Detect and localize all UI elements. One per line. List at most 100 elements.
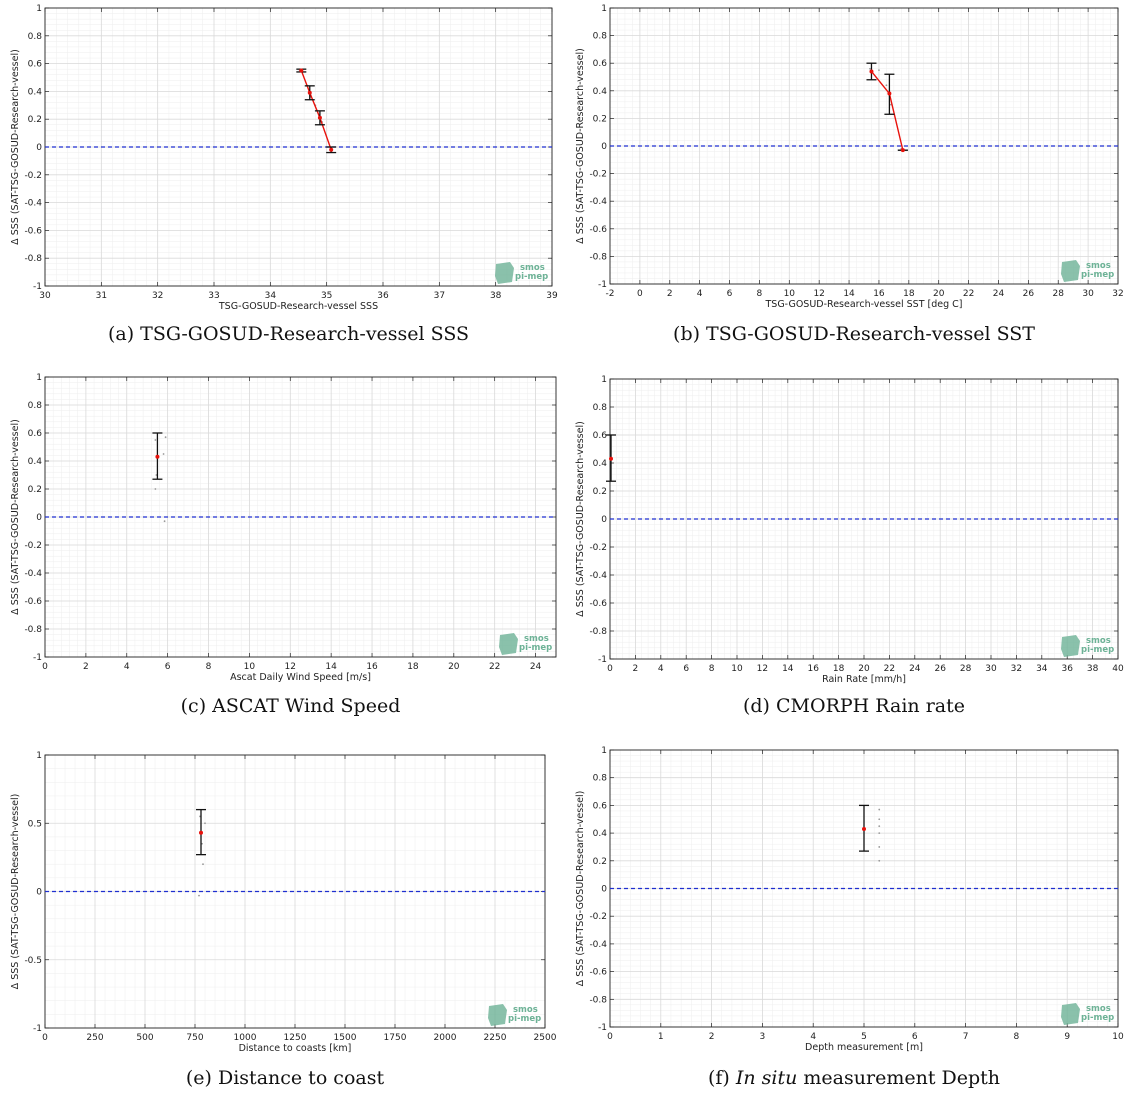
y-tick-label: 0.8 [593, 403, 608, 413]
mean-point [329, 147, 334, 152]
x-tick-label: 6 [912, 1032, 918, 1042]
scatter-point [878, 832, 881, 834]
x-tick-label: 12 [757, 664, 768, 674]
x-tick-label: 26 [1023, 289, 1035, 299]
x-tick-label: 0 [607, 1032, 613, 1042]
logo-globe-icon [488, 1004, 507, 1026]
y-axis-label: Δ SSS (SAT-TSG-GOSUD-Research-vessel) [10, 49, 21, 245]
y-tick-label: 0.5 [28, 819, 42, 829]
x-tick-label: 10 [784, 289, 796, 299]
logo-line2: pi-mep [1081, 1013, 1114, 1023]
x-tick-label: 500 [136, 1033, 153, 1043]
y-tick-label: -0.2 [24, 171, 42, 181]
y-tick-label: 0 [601, 142, 607, 152]
x-tick-label: 5 [861, 1032, 867, 1042]
y-tick-label: -0.4 [589, 940, 607, 950]
x-tick-label: 6 [683, 664, 689, 674]
scatter-point [204, 822, 206, 825]
y-tick-label: 0.4 [593, 87, 608, 97]
x-tick-label: 32 [1112, 289, 1123, 299]
x-tick-label: 30 [1082, 289, 1094, 299]
x-tick-label: 18 [903, 289, 915, 299]
tick-marks [44, 376, 556, 658]
mean-point [299, 68, 304, 73]
y-tick-label: 1 [36, 373, 42, 383]
chart-panel-1: 30 31 32 33 34 35 36 37 38 39 -1 -0.8 -0.6 -0.4 -0.2 0 0… [10, 4, 558, 345]
logo-globe-icon [1061, 635, 1080, 657]
y-tick-label: 0.2 [593, 114, 607, 124]
scatter-point [878, 846, 881, 848]
y-tick-label: -1 [598, 280, 607, 290]
x-tick-label: 14 [325, 662, 337, 672]
x-tick-label: 34 [1036, 664, 1048, 674]
logo-line2: pi-mep [508, 1014, 541, 1024]
y-tick-label: -0.8 [24, 254, 42, 264]
x-tick-label: 1000 [234, 1033, 257, 1043]
x-tick-label: 16 [807, 664, 819, 674]
y-axis-label: Δ SSS (SAT-TSG-GOSUD-Research-vessel) [10, 419, 21, 615]
y-tick-label: -1 [33, 653, 42, 663]
scatter-point [198, 894, 200, 897]
y-tick-label: 0.8 [28, 401, 43, 411]
y-tick-label: -1 [598, 655, 607, 665]
y-tick-label: -0.6 [24, 226, 42, 236]
figure-caption: (b) TSG-GOSUD-Research-vessel SST [673, 323, 1035, 345]
x-tick-label: 2 [667, 289, 673, 299]
mean-line [300, 70, 332, 151]
x-tick-label: 4 [810, 1032, 816, 1042]
y-tick-label: 0.4 [28, 87, 43, 97]
mean-point [317, 115, 322, 120]
scatter-point [885, 84, 888, 87]
x-axis-label: Distance to coasts [km] [239, 1043, 352, 1054]
x-tick-label: 28 [1053, 289, 1065, 299]
y-axis-label: Δ SSS (SAT-TSG-GOSUD-Research-vessel) [575, 421, 586, 617]
logo-line1: smos [524, 634, 549, 644]
x-tick-label: 16 [366, 662, 378, 672]
x-tick-label: 20 [933, 289, 945, 299]
tick-marks [609, 7, 1119, 285]
x-axis-label: Depth measurement [m] [805, 1042, 923, 1053]
scatter-point [163, 520, 166, 523]
x-tick-label: 30 [985, 664, 997, 674]
scatter-point [154, 439, 157, 441]
x-tick-label: 39 [546, 291, 558, 301]
figure-caption: (e) Distance to coast [186, 1067, 385, 1089]
x-tick-label: 2 [709, 1032, 715, 1042]
y-tick-label: 0 [36, 513, 42, 523]
mean-point [155, 454, 160, 459]
x-tick-label: 8 [709, 664, 715, 674]
logo-globe-icon [1061, 1003, 1080, 1025]
x-tick-label: 18 [407, 662, 419, 672]
y-tick-label: -0.4 [24, 569, 42, 579]
y-axis-label: Δ SSS (SAT-TSG-GOSUD-Research-vessel) [575, 791, 586, 987]
x-tick-label: 8 [206, 662, 212, 672]
y-tick-label: -0.6 [589, 968, 607, 978]
x-tick-label: 0 [607, 664, 613, 674]
x-tick-label: 12 [285, 662, 296, 672]
y-tick-label: -0.6 [24, 597, 42, 607]
x-tick-label: 16 [873, 289, 885, 299]
x-tick-label: 22 [963, 289, 974, 299]
y-tick-label: -0.8 [589, 627, 607, 637]
y-tick-label: 0.6 [28, 60, 43, 70]
y-tick-label: 0 [601, 885, 607, 895]
x-tick-label: 10 [244, 662, 256, 672]
y-tick-label: -0.6 [589, 225, 607, 235]
x-tick-label: 38 [1087, 664, 1099, 674]
chart-panel-4: 0 2 4 6 8 10 12 14 16 18 20 22 24 26 28 30 32 34 36 38 40-1-… [575, 375, 1124, 717]
y-tick-label: 0.6 [593, 431, 608, 441]
x-tick-label: 7 [963, 1032, 969, 1042]
x-axis-label: TSG-GOSUD-Research-vessel SSS [218, 301, 378, 312]
x-tick-label: -2 [606, 289, 615, 299]
tick-marks [609, 378, 1119, 660]
x-tick-label: 6 [727, 289, 733, 299]
y-axis-label: Δ SSS (SAT-TSG-GOSUD-Research-vessel) [575, 48, 586, 244]
x-tick-label: 31 [96, 291, 107, 301]
y-tick-label: 0.2 [593, 857, 607, 867]
x-tick-label: 18 [833, 664, 845, 674]
y-tick-label: -0.8 [589, 995, 607, 1005]
